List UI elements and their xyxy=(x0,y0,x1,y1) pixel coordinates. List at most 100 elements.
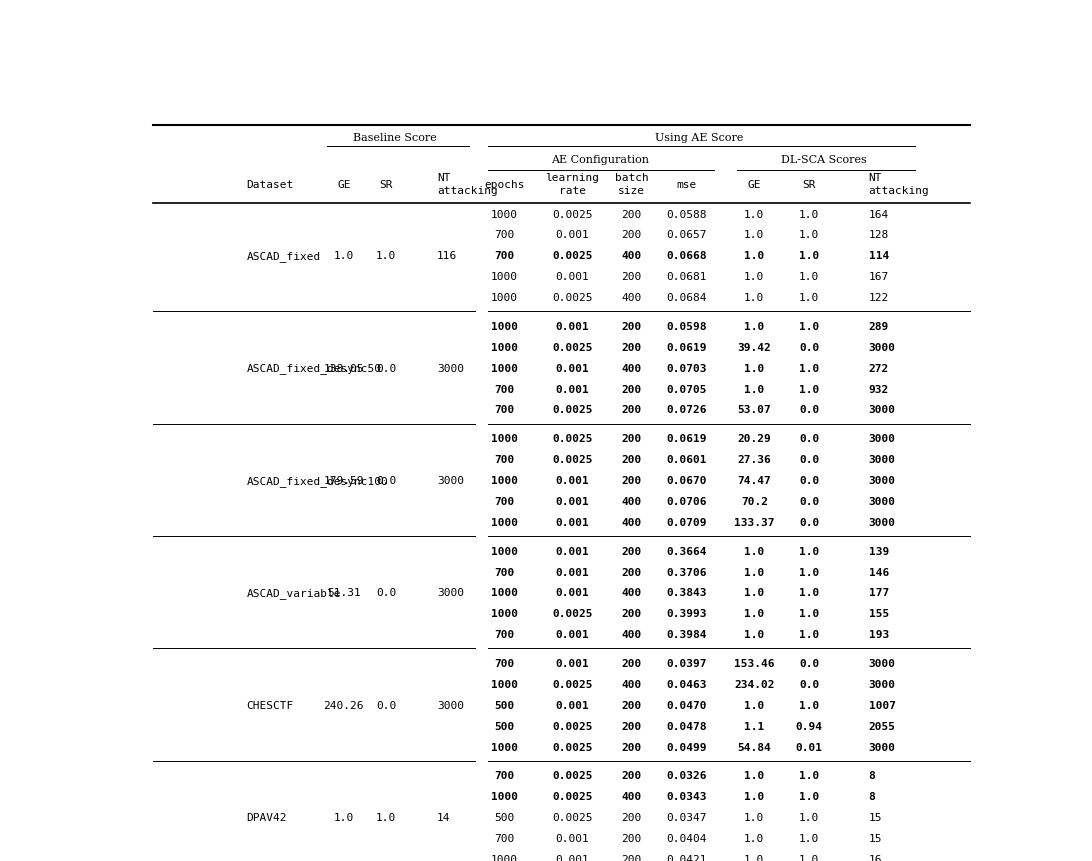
Text: 200: 200 xyxy=(621,701,642,711)
Text: 0.01: 0.01 xyxy=(796,742,822,753)
Text: 0.0: 0.0 xyxy=(799,476,819,486)
Text: 400: 400 xyxy=(621,792,642,802)
Text: AE Configuration: AE Configuration xyxy=(550,155,649,164)
Text: 3000: 3000 xyxy=(868,455,895,465)
Text: 15: 15 xyxy=(868,834,882,844)
Text: 3000: 3000 xyxy=(868,406,895,416)
Text: 3000: 3000 xyxy=(868,343,895,353)
Text: 0.3706: 0.3706 xyxy=(666,567,707,578)
Text: 0.0025: 0.0025 xyxy=(553,610,593,619)
Text: 700: 700 xyxy=(495,771,514,782)
Text: 1.0: 1.0 xyxy=(744,547,764,557)
Text: 400: 400 xyxy=(621,588,642,598)
Text: 200: 200 xyxy=(621,610,642,619)
Text: 200: 200 xyxy=(621,771,642,782)
Text: 0.0025: 0.0025 xyxy=(553,343,593,353)
Text: 200: 200 xyxy=(621,659,642,669)
Text: 0.0: 0.0 xyxy=(799,455,819,465)
Text: 1.0: 1.0 xyxy=(744,630,764,641)
Text: 0.3843: 0.3843 xyxy=(666,588,707,598)
Text: 122: 122 xyxy=(868,293,889,303)
Text: 289: 289 xyxy=(868,322,889,331)
Text: 1.0: 1.0 xyxy=(799,567,819,578)
Text: 0.001: 0.001 xyxy=(556,363,590,374)
Text: 1.0: 1.0 xyxy=(376,251,396,261)
Text: 167: 167 xyxy=(868,272,889,282)
Text: 0.0: 0.0 xyxy=(799,517,819,528)
Text: 1000: 1000 xyxy=(491,517,518,528)
Text: 700: 700 xyxy=(495,455,514,465)
Text: 1.0: 1.0 xyxy=(744,385,764,394)
Text: Baseline Score: Baseline Score xyxy=(353,133,437,143)
Text: 0.0619: 0.0619 xyxy=(666,343,707,353)
Text: 0.001: 0.001 xyxy=(556,588,590,598)
Text: 3000: 3000 xyxy=(868,659,895,669)
Text: 155: 155 xyxy=(868,610,889,619)
Text: 1.0: 1.0 xyxy=(799,272,819,282)
Text: 3000: 3000 xyxy=(437,476,464,486)
Text: 272: 272 xyxy=(868,363,889,374)
Text: 2055: 2055 xyxy=(868,722,895,732)
Text: 116: 116 xyxy=(437,251,458,261)
Text: 1.0: 1.0 xyxy=(799,813,819,823)
Text: 0.0668: 0.0668 xyxy=(666,251,707,261)
Text: 164: 164 xyxy=(868,209,889,220)
Text: 0.0: 0.0 xyxy=(376,476,396,486)
Text: 1.0: 1.0 xyxy=(744,272,764,282)
Text: 1.0: 1.0 xyxy=(799,547,819,557)
Text: 8: 8 xyxy=(868,792,876,802)
Text: 500: 500 xyxy=(495,813,514,823)
Text: 1.0: 1.0 xyxy=(799,588,819,598)
Text: 1.0: 1.0 xyxy=(799,701,819,711)
Text: 0.0025: 0.0025 xyxy=(553,722,593,732)
Text: 1.1: 1.1 xyxy=(744,722,764,732)
Text: 114: 114 xyxy=(868,251,889,261)
Text: 400: 400 xyxy=(621,630,642,641)
Text: 0.3993: 0.3993 xyxy=(666,610,707,619)
Text: 500: 500 xyxy=(495,701,514,711)
Text: 0.0: 0.0 xyxy=(799,659,819,669)
Text: 700: 700 xyxy=(495,231,514,240)
Text: 1.0: 1.0 xyxy=(744,813,764,823)
Text: 133.37: 133.37 xyxy=(734,517,774,528)
Text: ASCAD_fixed_desync50: ASCAD_fixed_desync50 xyxy=(247,363,381,375)
Text: 700: 700 xyxy=(495,251,514,261)
Text: 0.0025: 0.0025 xyxy=(553,792,593,802)
Text: 200: 200 xyxy=(621,742,642,753)
Text: 200: 200 xyxy=(621,209,642,220)
Text: 0.0: 0.0 xyxy=(376,701,396,711)
Text: 1000: 1000 xyxy=(491,363,518,374)
Text: 0.0025: 0.0025 xyxy=(553,251,593,261)
Text: 3000: 3000 xyxy=(868,497,895,507)
Text: 3000: 3000 xyxy=(437,701,464,711)
Text: 1000: 1000 xyxy=(491,322,518,331)
Text: 200: 200 xyxy=(621,434,642,444)
Text: NT: NT xyxy=(868,172,882,183)
Text: 0.0: 0.0 xyxy=(799,497,819,507)
Text: 153.46: 153.46 xyxy=(734,659,774,669)
Text: 200: 200 xyxy=(621,322,642,331)
Text: 200: 200 xyxy=(621,813,642,823)
Text: 0.3984: 0.3984 xyxy=(666,630,707,641)
Text: 0.001: 0.001 xyxy=(556,659,590,669)
Text: 400: 400 xyxy=(621,680,642,690)
Text: 1.0: 1.0 xyxy=(744,293,764,303)
Text: 0.0025: 0.0025 xyxy=(553,680,593,690)
Text: 74.47: 74.47 xyxy=(737,476,771,486)
Text: 400: 400 xyxy=(621,497,642,507)
Text: 39.42: 39.42 xyxy=(737,343,771,353)
Text: 0.0025: 0.0025 xyxy=(553,406,593,416)
Text: 1.0: 1.0 xyxy=(799,231,819,240)
Text: 0.0: 0.0 xyxy=(799,680,819,690)
Text: 0.0: 0.0 xyxy=(799,434,819,444)
Text: 1.0: 1.0 xyxy=(744,855,764,861)
Text: mse: mse xyxy=(676,180,697,189)
Text: 128: 128 xyxy=(868,231,889,240)
Text: 1000: 1000 xyxy=(491,742,518,753)
Text: rate: rate xyxy=(559,187,585,196)
Text: 200: 200 xyxy=(621,855,642,861)
Text: 1.0: 1.0 xyxy=(744,792,764,802)
Text: 1000: 1000 xyxy=(491,209,518,220)
Text: 15: 15 xyxy=(868,813,882,823)
Text: 1.0: 1.0 xyxy=(334,251,354,261)
